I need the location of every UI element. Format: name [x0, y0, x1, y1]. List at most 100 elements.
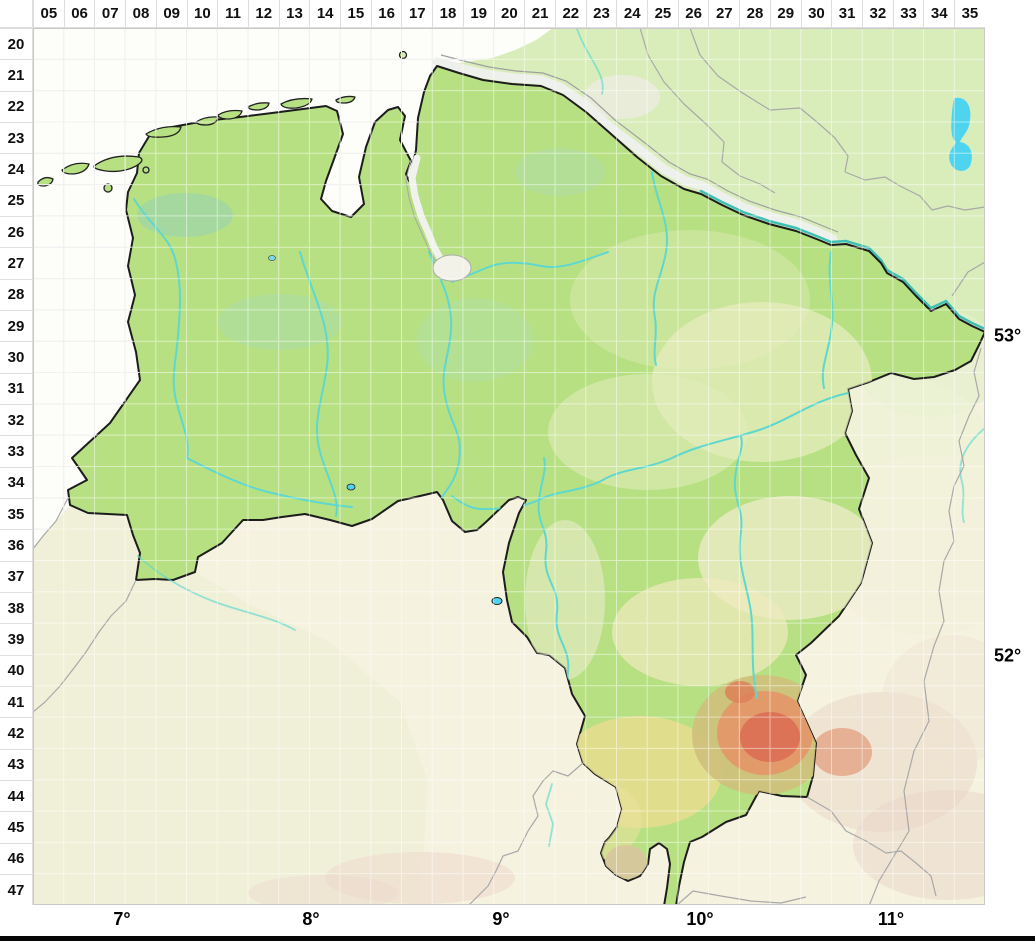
river-elbe-north-bank [440, 54, 839, 233]
col-header-cell: 33 [892, 0, 924, 28]
longitude-tick-label: 11° [877, 909, 905, 929]
row-header-cell: 38 [0, 591, 33, 624]
river-elbe-band [432, 57, 838, 244]
longitude-tick-label: 8° [302, 909, 320, 929]
row-header-cell: 21 [0, 59, 33, 91]
latitude-tick-label: 52° [994, 645, 1022, 666]
col-header-cell: 35 [954, 0, 985, 28]
row-header-cell: 25 [0, 184, 33, 216]
col-header-cell: 13 [278, 0, 310, 28]
row-header-cell: 39 [0, 623, 33, 655]
header-corner-cell [0, 0, 33, 28]
row-header-cell: 37 [0, 560, 33, 592]
terrain-tint [853, 790, 985, 900]
row-header-cell: 22 [0, 90, 33, 122]
row-header-cell: 43 [0, 748, 33, 780]
lake-duemmer [346, 483, 356, 491]
col-header-cell: 26 [677, 0, 709, 28]
col-header-cell: 16 [370, 0, 402, 28]
weser-west-bank [405, 159, 437, 263]
col-header-cell: 06 [63, 0, 95, 28]
col-header-cell: 19 [462, 0, 494, 28]
row-header-cell: 35 [0, 497, 33, 530]
col-header-cell: 11 [217, 0, 248, 28]
row-header-cell: 33 [0, 435, 33, 467]
row-header-cell: 36 [0, 529, 33, 561]
col-header-cell: 21 [524, 0, 555, 28]
col-header-cell: 34 [923, 0, 955, 28]
col-header-cell: 08 [125, 0, 156, 28]
row-header-cell: 47 [0, 873, 33, 906]
row-header-cell: 28 [0, 278, 33, 310]
row-header-cell: 23 [0, 121, 33, 154]
row-header-cell: 26 [0, 215, 33, 248]
river-ems [133, 198, 189, 459]
col-header-cell: 32 [861, 0, 893, 28]
harz-foothills-east [812, 728, 872, 776]
col-header-cell: 07 [94, 0, 126, 28]
north-sea [33, 28, 553, 548]
col-header-cell: 23 [585, 0, 617, 28]
row-header-cell: 32 [0, 403, 33, 436]
neighbor-states-north [437, 28, 985, 332]
river-elbe-water [699, 189, 985, 331]
grid-overlay-land [33, 28, 985, 905]
row-header-cell: 46 [0, 842, 33, 874]
neighbor-borders [33, 28, 985, 905]
col-header-cell: 05 [33, 0, 64, 28]
row-header: 20 21 22 23 24 25 26 27 28 29 30 31 32 33 34 35 36 37 38 39… [0, 28, 33, 906]
col-header-cell: 09 [155, 0, 187, 28]
lake-zwischenahner-meer [268, 255, 276, 261]
lake-schweriner-see [949, 97, 972, 171]
row-header-cell: 24 [0, 153, 33, 185]
bottom-frame-bar [0, 936, 1035, 941]
col-header-cell: 27 [708, 0, 740, 28]
map-frame [33, 28, 985, 905]
col-header-cell: 15 [340, 0, 371, 28]
river-ilmenau [651, 171, 668, 366]
col-header-cell: 18 [432, 0, 463, 28]
longitude-tick-label: 9° [492, 909, 510, 929]
row-header-cell: 31 [0, 372, 33, 404]
terrain-tint [882, 635, 985, 765]
col-header-cell: 12 [247, 0, 279, 28]
rivers-outside [137, 28, 985, 847]
longitude-tick-label: 10° [686, 909, 714, 929]
river-hase [186, 457, 353, 508]
row-header-cell: 44 [0, 779, 33, 812]
row-header-cell: 29 [0, 309, 33, 342]
row-header-cell: 45 [0, 811, 33, 843]
terrain-southwest [33, 505, 428, 905]
river-weser-estuary [408, 154, 452, 270]
row-header-cell: 30 [0, 341, 33, 373]
col-header-cell: 29 [769, 0, 801, 28]
east-frisian-islands [37, 50, 408, 193]
row-header-cell: 20 [0, 28, 33, 60]
row-header-cell: 40 [0, 654, 33, 686]
river-oker [733, 436, 758, 699]
bremen-area [432, 254, 472, 282]
terrain-tint [248, 875, 398, 905]
river-aller [451, 392, 849, 511]
col-header-cell: 22 [554, 0, 586, 28]
river-hunte [299, 251, 338, 517]
column-header: 05 06 07 08 09 10 11 12 13 14 15 16 17 18 19 20 21 22 23 24… [33, 0, 985, 28]
latitude-tick-label: 53° [994, 325, 1022, 346]
col-header-cell: 20 [493, 0, 525, 28]
col-header-cell: 25 [647, 0, 678, 28]
longitude-tick-label: 7° [113, 909, 131, 929]
col-header-cell: 17 [401, 0, 433, 28]
col-header-cell: 24 [616, 0, 648, 28]
col-header-cell: 31 [831, 0, 862, 28]
col-header-cell: 30 [800, 0, 832, 28]
row-header-cell: 34 [0, 466, 33, 498]
row-header-cell: 41 [0, 685, 33, 718]
lake-steinhuder-meer [491, 597, 503, 605]
row-header-cell: 42 [0, 717, 33, 749]
row-header-cell: 27 [0, 247, 33, 279]
col-header-cell: 28 [739, 0, 770, 28]
col-header-cell: 14 [309, 0, 341, 28]
col-header-cell: 10 [186, 0, 218, 28]
